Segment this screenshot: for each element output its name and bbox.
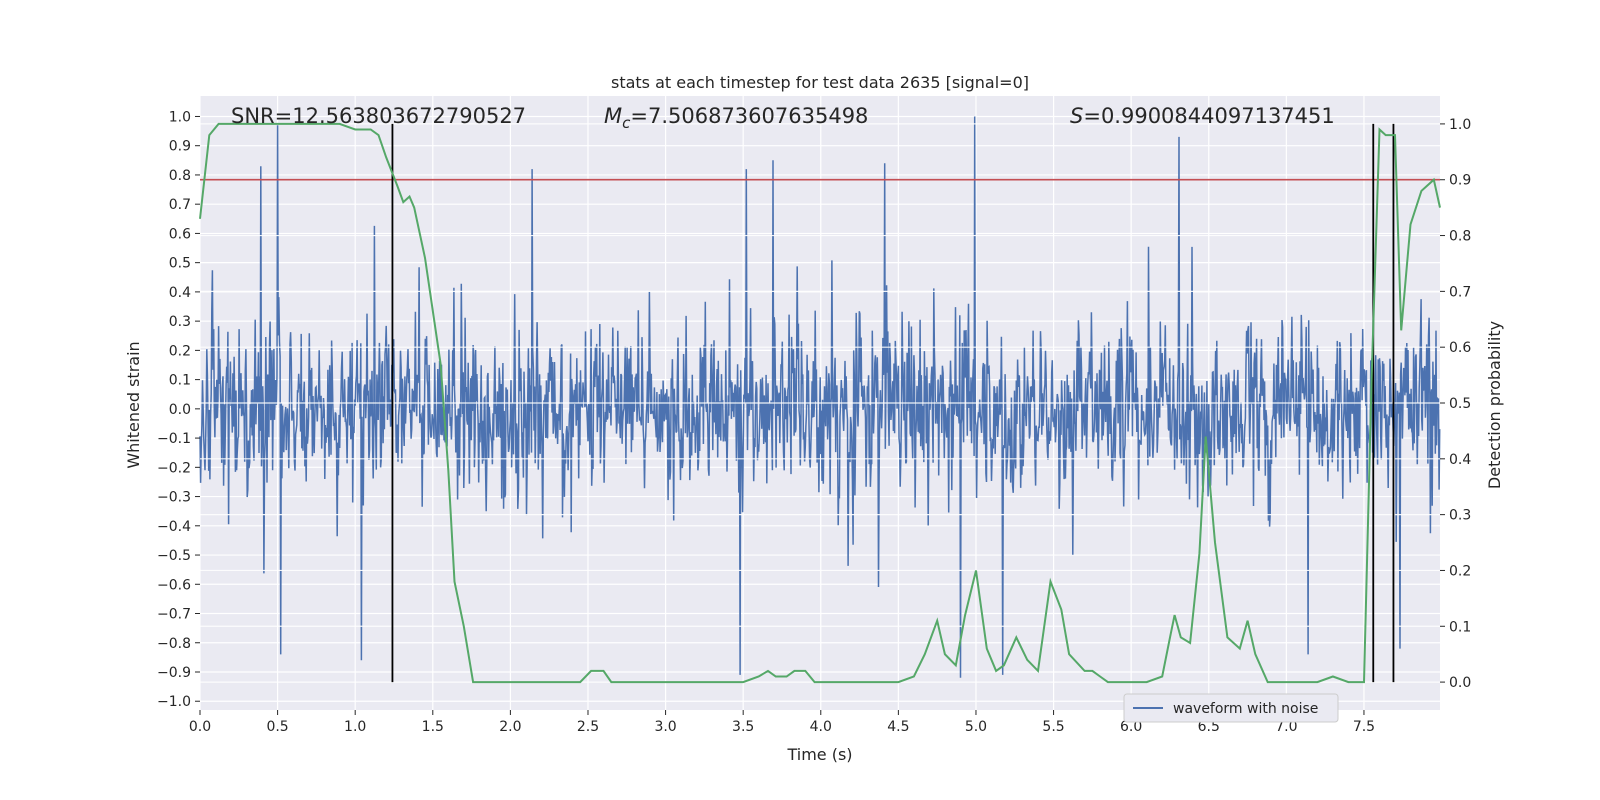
y-right-tick-label: 0.0 — [1449, 675, 1471, 691]
y-right-tick-label: 0.2 — [1449, 563, 1471, 579]
y-right-tick-label: 0.7 — [1449, 284, 1471, 300]
y-tick-label: −0.6 — [157, 577, 191, 593]
probability-line — [199, 122, 1441, 684]
x-tick-label: 5.5 — [1042, 719, 1064, 735]
x-tick-label: 7.0 — [1275, 719, 1297, 735]
y-tick-label: 0.5 — [169, 256, 191, 272]
mc-symbol: M — [604, 104, 622, 128]
waveform-series — [199, 116, 1441, 678]
threshold-line-group — [200, 123, 1440, 683]
y-tick-label: 1.0 — [169, 109, 191, 125]
x-axis-label: Time (s) — [786, 745, 852, 764]
x-tick-label: 4.0 — [810, 719, 832, 735]
x-tick-label: 1.0 — [344, 719, 366, 735]
legend-box — [1123, 693, 1339, 723]
s-symbol: S — [1070, 104, 1083, 128]
chirp-mass-annotation: Mc=7.506873607635498 — [604, 104, 868, 132]
y-tick-label: −0.8 — [157, 636, 191, 652]
y-right-tick-label: 1.0 — [1449, 117, 1471, 133]
x-tick-label: 2.0 — [499, 719, 521, 735]
x-tick-label: 0.0 — [189, 719, 211, 735]
y-right-axis-label: Detection probability — [1485, 321, 1504, 489]
y-tick-label: −0.1 — [157, 431, 191, 447]
y-tick-label: −0.9 — [157, 665, 191, 681]
y-tick-label: 0.7 — [169, 197, 191, 213]
y-right-tick-label: 0.6 — [1449, 340, 1471, 356]
y-right-tick-label: 0.4 — [1449, 452, 1471, 468]
y-tick-label: 0.4 — [169, 285, 191, 301]
s-value: =0.9900844097137451 — [1083, 104, 1334, 128]
y-tick-label: −0.4 — [157, 519, 191, 535]
x-tick-label: 7.5 — [1353, 719, 1375, 735]
y-tick-label: 0.1 — [169, 373, 191, 389]
vertical-markers — [391, 123, 1395, 683]
y-tick-label: 0.6 — [169, 226, 191, 242]
waveform-line — [199, 116, 1441, 678]
legend-entry: waveform with noise — [1173, 701, 1318, 717]
y-tick-label: 0.9 — [169, 139, 191, 155]
mc-subscript: c — [622, 114, 631, 132]
y-right-axis-ticks: 0.0 0.1 0.2 0.3 0.4 0.5 0.6 0.7 0.8 0.9 1.0 — [1440, 117, 1471, 691]
y-tick-label: −0.3 — [157, 490, 191, 506]
snr-annotation: SNR=12.563803672790527 — [231, 104, 526, 128]
x-tick-label: 3.0 — [654, 719, 676, 735]
x-tick-label: 1.5 — [422, 719, 444, 735]
mc-value: =7.506873607635498 — [630, 104, 868, 128]
x-tick-label: 6.5 — [1198, 719, 1220, 735]
y-right-tick-label: 0.9 — [1449, 173, 1471, 189]
x-tick-label: 4.5 — [887, 719, 909, 735]
y-tick-label: 0.0 — [169, 402, 191, 418]
probability-series — [199, 122, 1441, 684]
y-tick-label: 0.3 — [169, 314, 191, 330]
x-tick-label: 5.0 — [965, 719, 987, 735]
y-right-tick-label: 0.3 — [1449, 508, 1471, 524]
y-tick-label: −0.5 — [157, 548, 191, 564]
x-tick-label: 0.5 — [266, 719, 288, 735]
y-tick-label: −1.0 — [157, 694, 191, 710]
x-axis-ticks: 0.0 0.5 1.0 1.5 2.0 2.5 3.0 3.5 4.0 4.5 5.0 5.5 6.0 6… — [189, 710, 1375, 735]
y-tick-label: 0.8 — [169, 168, 191, 184]
y-axis-ticks: −1.0 −0.9 −0.8 −0.7 −0.6 −0.5 −0.4 −0.3 −0.2 −0.1… — [157, 109, 200, 710]
x-tick-label: 2.5 — [577, 719, 599, 735]
y-tick-label: 0.2 — [169, 343, 191, 359]
y-right-tick-label: 0.8 — [1449, 229, 1471, 245]
legend: waveform with noise — [1123, 693, 1339, 723]
s-annotation: S=0.9900844097137451 — [1070, 104, 1335, 128]
x-tick-label: 3.5 — [732, 719, 754, 735]
y-tick-label: −0.7 — [157, 607, 191, 623]
x-tick-label: 6.0 — [1120, 719, 1142, 735]
chart-title: stats at each timestep for test data 263… — [611, 73, 1029, 92]
y-right-tick-label: 0.1 — [1449, 619, 1471, 635]
y-right-tick-label: 0.5 — [1449, 396, 1471, 412]
y-axis-label: Whitened strain — [124, 341, 143, 468]
y-tick-label: −0.2 — [157, 460, 191, 476]
